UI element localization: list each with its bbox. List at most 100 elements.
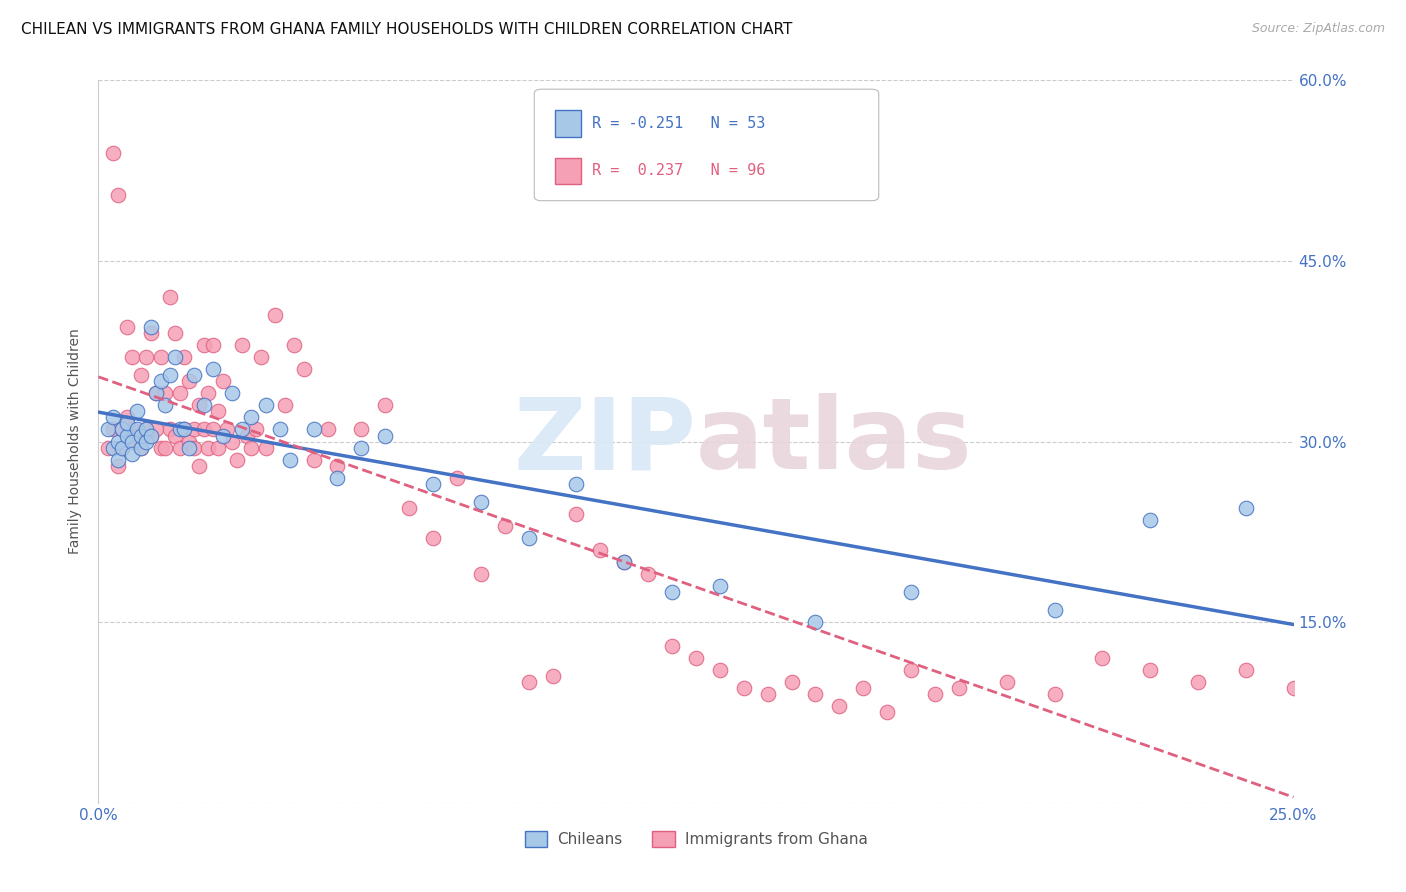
Point (202, 362, 225, 376)
Point (121, 350, 143, 364)
Point (183, 422, 205, 436)
Point (269, 422, 291, 436)
Point (159, 368, 181, 383)
Point (145, 386, 167, 401)
Point (121, 446, 143, 460)
Point (1043, 687, 1066, 701)
Point (101, 441, 124, 455)
Point (302, 452, 325, 467)
Point (121, 434, 143, 449)
Point (637, 567, 659, 582)
Point (217, 422, 239, 436)
Point (107, 452, 129, 467)
Point (115, 417, 138, 431)
Point (924, 687, 946, 701)
Point (97, 422, 120, 436)
Point (221, 386, 243, 401)
Point (589, 542, 612, 557)
Point (149, 441, 172, 455)
Point (173, 422, 195, 436)
Point (155, 398, 177, 412)
Point (202, 422, 225, 436)
Point (145, 386, 167, 401)
Legend: Chileans, Immigrants from Ghana: Chileans, Immigrants from Ghana (519, 825, 873, 853)
Point (111, 422, 134, 436)
Point (111, 441, 134, 455)
Point (1091, 651, 1114, 665)
Point (470, 567, 492, 582)
Point (852, 681, 875, 696)
Point (1234, 664, 1257, 678)
Point (278, 452, 301, 467)
Point (302, 422, 325, 436)
Point (231, 338, 253, 352)
Point (187, 458, 209, 473)
Point (240, 410, 263, 425)
Point (828, 699, 851, 714)
Point (211, 428, 233, 442)
Point (350, 422, 373, 436)
Point (995, 675, 1018, 690)
Point (111, 422, 134, 436)
Point (211, 374, 233, 388)
Point (780, 675, 803, 690)
Point (183, 368, 205, 383)
Point (145, 422, 167, 436)
Point (398, 500, 420, 515)
Text: CHILEAN VS IMMIGRANTS FROM GHANA FAMILY HOUSEHOLDS WITH CHILDREN CORRELATION CHA: CHILEAN VS IMMIGRANTS FROM GHANA FAMILY … (21, 22, 793, 37)
Point (207, 441, 229, 455)
Point (155, 386, 177, 401)
Point (163, 326, 186, 340)
Point (139, 428, 162, 442)
Point (446, 470, 468, 484)
Point (135, 350, 157, 364)
Point (131, 441, 153, 455)
Point (173, 422, 195, 436)
Point (187, 398, 209, 412)
Point (135, 422, 157, 436)
Point (374, 398, 396, 412)
Point (139, 428, 162, 442)
Point (613, 555, 636, 569)
Point (131, 428, 153, 442)
Point (733, 681, 755, 696)
Point (709, 664, 731, 678)
Point (250, 350, 273, 364)
Point (235, 428, 257, 442)
Point (193, 338, 215, 352)
Point (179, 374, 201, 388)
Point (139, 320, 162, 334)
Point (245, 422, 267, 436)
Point (274, 398, 297, 412)
Point (111, 441, 134, 455)
Point (149, 350, 172, 364)
Point (163, 428, 186, 442)
Point (121, 422, 143, 436)
Point (422, 531, 444, 545)
Point (226, 452, 249, 467)
Point (517, 531, 540, 545)
Point (374, 428, 396, 442)
Point (163, 350, 186, 364)
Point (316, 422, 339, 436)
Point (240, 441, 263, 455)
Text: ZIP: ZIP (513, 393, 696, 490)
Point (125, 404, 148, 418)
Point (173, 350, 195, 364)
Point (115, 410, 138, 425)
Point (900, 585, 922, 599)
Point (804, 615, 827, 630)
Point (179, 434, 201, 449)
Point (107, 434, 129, 449)
Point (1234, 500, 1257, 515)
Point (900, 664, 922, 678)
Point (709, 579, 731, 593)
Point (155, 441, 177, 455)
Point (101, 145, 124, 160)
Point (876, 706, 898, 720)
Point (183, 441, 205, 455)
Point (193, 398, 215, 412)
Point (1187, 675, 1209, 690)
Point (254, 441, 277, 455)
Point (517, 675, 540, 690)
